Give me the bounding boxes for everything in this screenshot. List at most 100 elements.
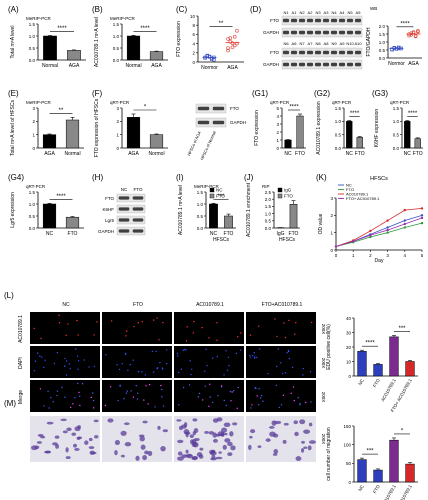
- blot-band: [118, 207, 130, 211]
- cell-dot: [148, 383, 151, 386]
- lane-label: A9: [340, 41, 346, 46]
- y-tick-label: 4: [276, 114, 279, 119]
- cell-dot: [249, 356, 251, 358]
- cell-blob: [269, 431, 276, 437]
- cell-blob: [192, 418, 198, 422]
- y-tick-label: 0.0: [29, 226, 36, 231]
- x-tick-label: AGA: [69, 63, 80, 69]
- cell-blob: [229, 431, 234, 437]
- y-tick-label: 1.5: [29, 190, 36, 195]
- panel-label: (H): [92, 173, 103, 182]
- blot-band: [346, 30, 354, 35]
- x-tick-label: 0: [335, 253, 338, 258]
- panel-label: (L): [4, 291, 14, 300]
- x-tick-label: FTO: [372, 484, 381, 495]
- data-point: [235, 41, 239, 46]
- cell-dot: [259, 397, 262, 399]
- cell-blob: [181, 424, 187, 429]
- y-tick-label: 0.5: [29, 46, 36, 51]
- cell-dot: [160, 384, 162, 387]
- blot-band: [290, 18, 298, 23]
- cell-blob: [74, 426, 81, 432]
- data-point: [232, 34, 237, 39]
- bar: [357, 351, 367, 377]
- bar: [126, 117, 141, 149]
- cell-dot: [237, 386, 239, 389]
- y-tick-label: 0.5: [335, 132, 342, 137]
- cell-dot: [93, 334, 95, 336]
- y-tick-label: 1.5: [393, 106, 400, 111]
- chart-L: 0 10 20 30 40 EDU positive cell(%) NC FTO AC0107…: [326, 316, 418, 413]
- y-tick-label: 0: [192, 60, 195, 65]
- cell-blob: [139, 436, 145, 442]
- cell-dot: [125, 330, 128, 332]
- cell-dot: [137, 370, 140, 373]
- cell-dot: [104, 404, 107, 407]
- y-tick-label: 3: [116, 106, 119, 111]
- cell-dot: [56, 394, 58, 397]
- cell-dot: [83, 359, 86, 361]
- method-label: MeRIP-PCR: [194, 184, 220, 189]
- y-tick-label: 8: [192, 23, 195, 28]
- blot-band: [338, 30, 346, 35]
- cell-blob: [232, 422, 238, 426]
- series-point: [386, 219, 389, 222]
- cell-dot: [291, 366, 294, 369]
- blot-band: [118, 229, 130, 233]
- cell-dot: [92, 407, 95, 409]
- cell-blob: [295, 456, 302, 461]
- blot-band: [330, 18, 338, 23]
- cell-dot: [105, 354, 107, 356]
- series-point: [386, 228, 389, 232]
- bar: [389, 336, 399, 377]
- lane-label: A8: [324, 41, 330, 46]
- cell-dot: [177, 371, 180, 374]
- cell-dot: [284, 372, 287, 374]
- method-label: WB: [370, 6, 377, 11]
- blot-band: [314, 18, 322, 23]
- cell-dot: [251, 354, 254, 357]
- cell-blob: [77, 436, 83, 440]
- cell-dot: [250, 407, 252, 409]
- cell-dot: [81, 383, 84, 385]
- series-point: [369, 229, 372, 233]
- cell-blob: [193, 442, 199, 448]
- cell-blob: [124, 442, 132, 447]
- series-point: [403, 222, 406, 226]
- bar: [289, 203, 298, 229]
- lane-label: HFSCs of Normal: [199, 130, 217, 161]
- cell-dot: [211, 357, 214, 359]
- cell-blob: [224, 438, 231, 443]
- cell-blob: [215, 456, 223, 460]
- method-label: MeRIP-PCR: [110, 16, 136, 21]
- bar: [284, 139, 292, 149]
- cell-blob: [176, 419, 182, 422]
- micrograph: [174, 346, 244, 378]
- chart-G1: (G1)qRT-PCR 0 1 2 3 4 5 FTO expression NC FTO ****: [252, 89, 306, 157]
- bar: [405, 361, 415, 377]
- cell-blob: [230, 445, 236, 451]
- cell-dot: [276, 335, 278, 338]
- panel-D: (D) N1 A1 N2 A2 N3 A3 N4 A4 N5 A5 N6 A6 N7 A7 N8 A8 N9 A9 N…: [250, 5, 377, 67]
- series-point: [352, 240, 355, 243]
- blot-membrane: [116, 226, 146, 236]
- bar: [405, 463, 415, 483]
- blot-band-row: [281, 59, 363, 70]
- y-tick-label: 0.0: [379, 56, 386, 61]
- chart-F: (F) qRT-PCR 0 1 2 3 FTO expression of HFSCs AGA…: [92, 89, 168, 157]
- cell-blob: [199, 447, 204, 451]
- y-tick-label: 150: [343, 424, 351, 429]
- chart-K: (K) HFSCs 0 1 2 3 0 1 2 3 4 5 Day OD value NCFTOAC0107…: [316, 173, 424, 264]
- cell-blob: [250, 429, 256, 434]
- method-label: qRT-PCR: [270, 100, 290, 105]
- cell-blob: [227, 441, 233, 447]
- cell-dot: [284, 336, 287, 339]
- x-tick-label: NC: [210, 231, 218, 237]
- y-tick-label: 1.5: [197, 190, 204, 195]
- cell-blob: [181, 454, 188, 459]
- cell-dot: [69, 406, 72, 409]
- y-tick-label: 0: [32, 146, 35, 151]
- panel-label: (J): [244, 173, 254, 182]
- cell-blob: [93, 419, 99, 423]
- cell-blob: [186, 453, 193, 459]
